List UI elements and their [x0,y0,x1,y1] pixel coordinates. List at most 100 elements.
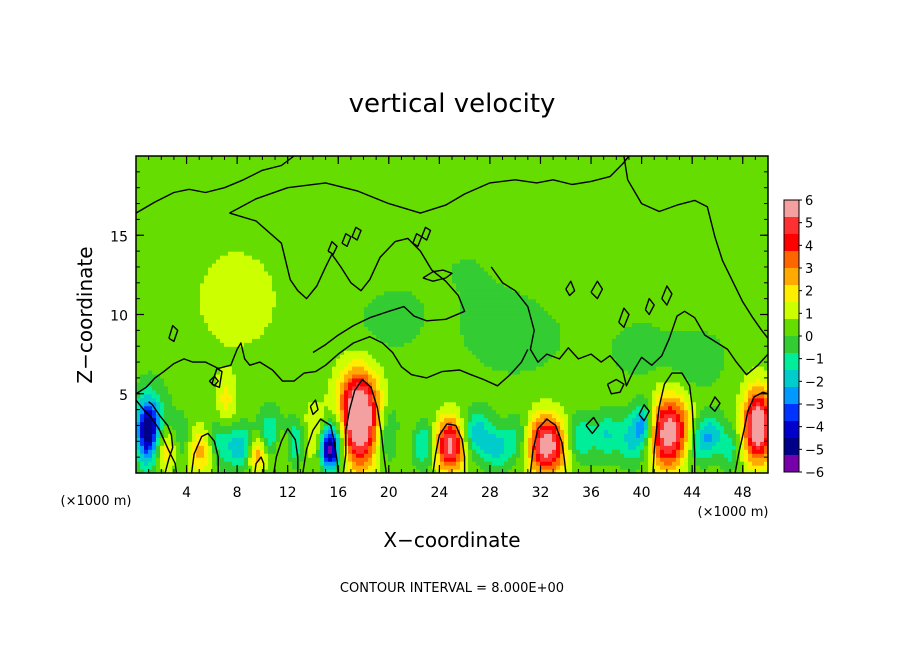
heatmap-cell [524,433,529,438]
heatmap-cell [720,449,725,454]
heatmap-cell [216,437,221,442]
heatmap-cell [736,405,741,411]
heatmap-cell [512,369,517,375]
heatmap-cell [720,362,725,367]
heatmap-cell [752,421,757,427]
heatmap-cell [316,469,321,473]
heatmap-cell [420,373,425,379]
heatmap-cell [140,413,145,419]
heatmap-cell [144,465,149,470]
heatmap-cell [160,413,165,419]
heatmap-cell [212,417,217,423]
heatmap-cell [376,465,381,470]
heatmap-cell [744,433,749,438]
heatmap-cell [192,377,197,383]
heatmap-cell [244,453,249,458]
heatmap-cell [572,417,577,423]
heatmap-cell [632,385,637,391]
heatmap-cell [336,350,341,355]
heatmap-cell [144,449,149,454]
heatmap-cell [188,413,193,419]
heatmap-cell [752,413,757,419]
heatmap-cell [272,461,277,466]
heatmap-cell [496,385,501,391]
heatmap-cell [760,469,765,473]
heatmap-cell [144,413,149,419]
heatmap-cell [612,469,617,473]
heatmap-cell [288,346,293,351]
heatmap-cell [428,413,433,419]
heatmap-cell [160,397,165,403]
heatmap-cell [496,405,501,411]
heatmap-cell [292,421,297,427]
heatmap-cell [748,354,753,359]
heatmap-cell [596,457,601,462]
heatmap-cell [748,469,753,473]
heatmap-cell [604,369,609,375]
heatmap-cell [564,445,569,450]
heatmap-cell [216,393,221,399]
heatmap-cell [412,433,417,438]
heatmap-cell [428,441,433,446]
heatmap-cell [180,437,185,442]
heatmap-cell [760,421,765,427]
heatmap-cell [168,401,173,407]
heatmap-cell [724,445,729,450]
heatmap-cell [404,377,409,383]
heatmap-cell [708,381,713,387]
heatmap-cell [568,397,573,403]
heatmap-cell [224,381,229,387]
heatmap-cell [436,381,441,387]
heatmap-cell [584,417,589,423]
heatmap-cell [436,366,441,371]
heatmap-cell [400,346,405,351]
heatmap-cell [764,381,768,387]
heatmap-cell [408,369,413,375]
heatmap-cell [684,409,689,415]
heatmap-cell [480,445,485,450]
heatmap-cell [456,397,461,403]
heatmap-cell [748,425,753,431]
heatmap-cell [500,389,505,395]
heatmap-cell [576,429,581,434]
heatmap-cell [492,401,497,407]
heatmap-cell [748,461,753,466]
heatmap-cell [144,461,149,466]
heatmap-cell [380,421,385,427]
heatmap-cell [296,377,301,383]
heatmap-cell [628,405,633,411]
heatmap-cell [308,358,313,363]
heatmap-cell [764,393,768,399]
heatmap-cell [304,441,309,446]
heatmap-cell [548,362,553,367]
heatmap-cell [708,457,713,462]
heatmap-cell [700,453,705,458]
heatmap-cell [168,425,173,431]
heatmap-cell [652,358,657,363]
heatmap-cell [140,358,145,363]
heatmap-cell [472,369,477,375]
heatmap-cell [140,425,145,431]
heatmap-cell [552,397,557,403]
heatmap-cell [692,389,697,395]
heatmap-cell [572,469,577,473]
heatmap-cell [292,362,297,367]
heatmap-cell [372,358,377,363]
heatmap-cell [152,385,157,391]
heatmap-cell [580,413,585,419]
heatmap-cell [496,457,501,462]
heatmap-cell [680,441,685,446]
heatmap-cell [448,381,453,387]
heatmap-cell [520,362,525,367]
heatmap-cell [616,441,621,446]
heatmap-cell [528,409,533,415]
heatmap-cell [184,449,189,454]
heatmap-cell [368,381,373,387]
heatmap-cell [756,369,761,375]
heatmap-cell [668,385,673,391]
heatmap-cell [276,354,281,359]
heatmap-cell [588,417,593,423]
heatmap-cell [164,346,169,351]
heatmap-cell [744,369,749,375]
heatmap-cell [608,469,613,473]
